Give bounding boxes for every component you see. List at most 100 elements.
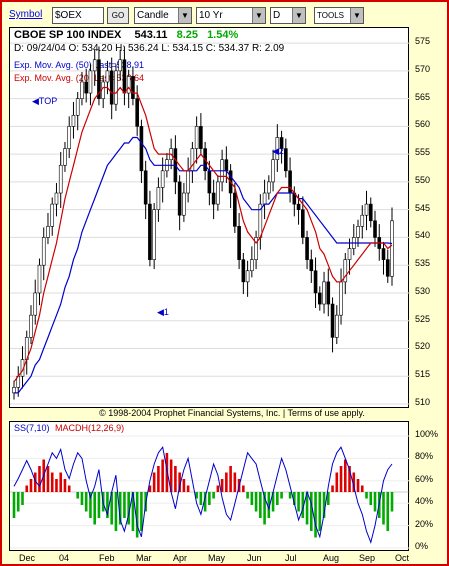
macdh-bar — [114, 492, 118, 531]
go-button[interactable]: GO — [107, 7, 129, 24]
interval-value: D — [273, 10, 281, 21]
candle-body — [46, 226, 50, 238]
chevron-down-icon[interactable]: ▼ — [252, 8, 265, 23]
candle-body — [211, 192, 216, 205]
candle-body — [356, 226, 360, 238]
wave-2-label: 2 — [278, 146, 284, 156]
tools-label: TOOLS — [317, 11, 344, 20]
ss-line — [13, 446, 393, 545]
candle-body — [118, 59, 122, 72]
candle-body — [313, 270, 318, 294]
x-tick-label: May — [208, 553, 226, 563]
macdh-bar — [314, 492, 317, 538]
x-tick-label: 04 — [59, 553, 70, 563]
symbol-label[interactable]: Symbol — [9, 9, 43, 20]
macdh-bar — [89, 492, 92, 518]
candle-body — [317, 292, 322, 305]
candle-body — [271, 159, 275, 183]
macdh-bar — [242, 485, 245, 492]
price-change-pct: 1.54% — [207, 29, 239, 41]
macdh-bar — [263, 492, 266, 525]
macdh-bar — [301, 492, 305, 518]
y-tick-label: 530 — [415, 285, 431, 296]
macdh-bar — [84, 492, 88, 512]
macdh-bar — [12, 492, 16, 518]
candle-body — [131, 76, 135, 99]
candle-body — [156, 187, 161, 210]
indicator-plot — [10, 435, 410, 549]
candle-body — [88, 70, 93, 94]
top-marker-label: TOP — [38, 96, 58, 106]
indicator-tick-label: 40% — [415, 496, 434, 507]
candle-body — [347, 248, 352, 260]
macdh-bar — [216, 485, 220, 492]
ohlc-line: D: 09/24/04 O: 534.20 H: 536.24 L: 534.1… — [14, 43, 285, 54]
ema50-line — [14, 136, 393, 394]
x-tick-label: Oct — [395, 553, 410, 563]
macdh-bar — [229, 466, 232, 492]
macdh-bar — [161, 459, 164, 492]
triangle-left-icon: ◀ — [32, 96, 39, 106]
macdh-bar — [93, 492, 96, 525]
candle-body — [71, 114, 76, 127]
y-tick-label: 560 — [415, 119, 431, 130]
interval-select[interactable]: D ▼ — [270, 7, 306, 24]
triangle-left-icon: ◀ — [272, 146, 279, 156]
chevron-down-icon[interactable]: ▼ — [178, 8, 191, 23]
candle-body — [194, 126, 199, 149]
macdh-bar — [59, 472, 63, 492]
macdh-bar — [250, 492, 254, 505]
macdh-bar — [50, 472, 54, 492]
candle-body — [80, 81, 84, 99]
price-chart-panel: CBOE SP 100 INDEX 543.11 8.25 1.54% D: 0… — [9, 27, 410, 408]
macdh-bar — [390, 492, 394, 512]
macdh-bar — [246, 492, 249, 499]
y-tick-label: 510 — [415, 397, 431, 407]
candle-body — [364, 203, 369, 216]
candle-body — [126, 76, 131, 94]
macdh-bar — [63, 479, 67, 492]
macdh-bar — [152, 472, 156, 492]
candle-body — [92, 59, 97, 72]
candle-body — [250, 259, 254, 272]
price-change: 8.25 — [176, 29, 198, 41]
macdh-bar — [331, 485, 334, 492]
chevron-down-icon[interactable]: ▼ — [292, 8, 305, 23]
candle-body — [381, 248, 386, 260]
macdh-bar — [326, 492, 330, 505]
candle-body — [245, 270, 250, 283]
y-tick-label: 520 — [415, 341, 431, 352]
chart-type-select[interactable]: Candle ▼ — [134, 7, 192, 24]
macdh-bar — [203, 492, 207, 512]
candle-body — [373, 220, 377, 238]
candle-body — [301, 209, 305, 238]
candle-body — [326, 281, 331, 305]
macdh-bar — [259, 492, 262, 518]
macdh-bar — [233, 472, 237, 492]
macdh-bar — [356, 479, 360, 492]
macdh-bar — [80, 492, 84, 505]
macdh-bar — [360, 485, 364, 492]
period-select[interactable]: 10 Yr ▼ — [196, 7, 266, 24]
wave-2-marker: ◀2 — [272, 146, 284, 157]
macdh-bar — [199, 492, 203, 505]
candle-body — [148, 203, 152, 260]
indicator-tick-label: 20% — [415, 518, 434, 529]
symbol-input[interactable]: $OEX — [52, 7, 104, 24]
tools-menu[interactable]: TOOLS ▼ — [314, 7, 364, 24]
candle-body — [139, 126, 144, 172]
candle-body — [143, 170, 148, 205]
candle-body — [207, 170, 212, 194]
candle-body — [177, 181, 182, 216]
candle-body — [75, 98, 80, 116]
copyright-text[interactable]: © 1998-2004 Prophet Financial Systems, I… — [99, 408, 365, 418]
candle-body — [237, 226, 241, 260]
chevron-down-icon[interactable]: ▼ — [350, 8, 363, 23]
period-value: 10 Yr — [199, 10, 223, 21]
ema20-line — [13, 86, 393, 383]
x-tick-label: Aug — [323, 553, 340, 563]
macdh-bar — [365, 492, 368, 499]
macdh-bar — [174, 466, 177, 492]
candle-body — [63, 148, 67, 166]
candle-body — [122, 59, 127, 94]
